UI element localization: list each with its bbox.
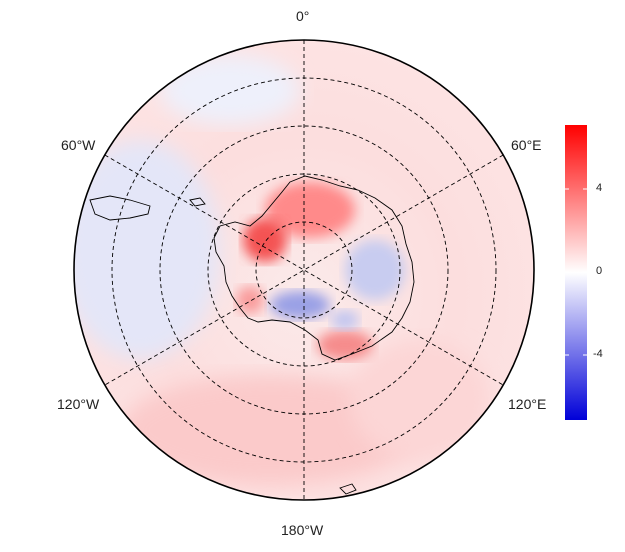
coastline bbox=[89, 175, 415, 495]
colorbar-tick-label: 4 bbox=[596, 182, 603, 194]
lon-label-bottom: 180°W bbox=[281, 522, 324, 538]
lon-label-lower-right: 120°E bbox=[508, 396, 547, 412]
lon-label-upper-left: 60°W bbox=[61, 137, 96, 153]
colorbar-tick-label: 0 bbox=[596, 265, 603, 277]
colorbar-ticks bbox=[565, 188, 587, 356]
colorbar-tick-label: -4 bbox=[593, 348, 603, 360]
map-boundary bbox=[73, 39, 535, 501]
graticule bbox=[104, 40, 504, 500]
colorbar bbox=[565, 125, 587, 420]
lon-label-upper-right: 60°E bbox=[511, 137, 542, 153]
lon-label-lower-left: 120°W bbox=[57, 396, 100, 412]
anomaly-field bbox=[74, 40, 534, 500]
lon-label-top: 0° bbox=[296, 8, 310, 24]
